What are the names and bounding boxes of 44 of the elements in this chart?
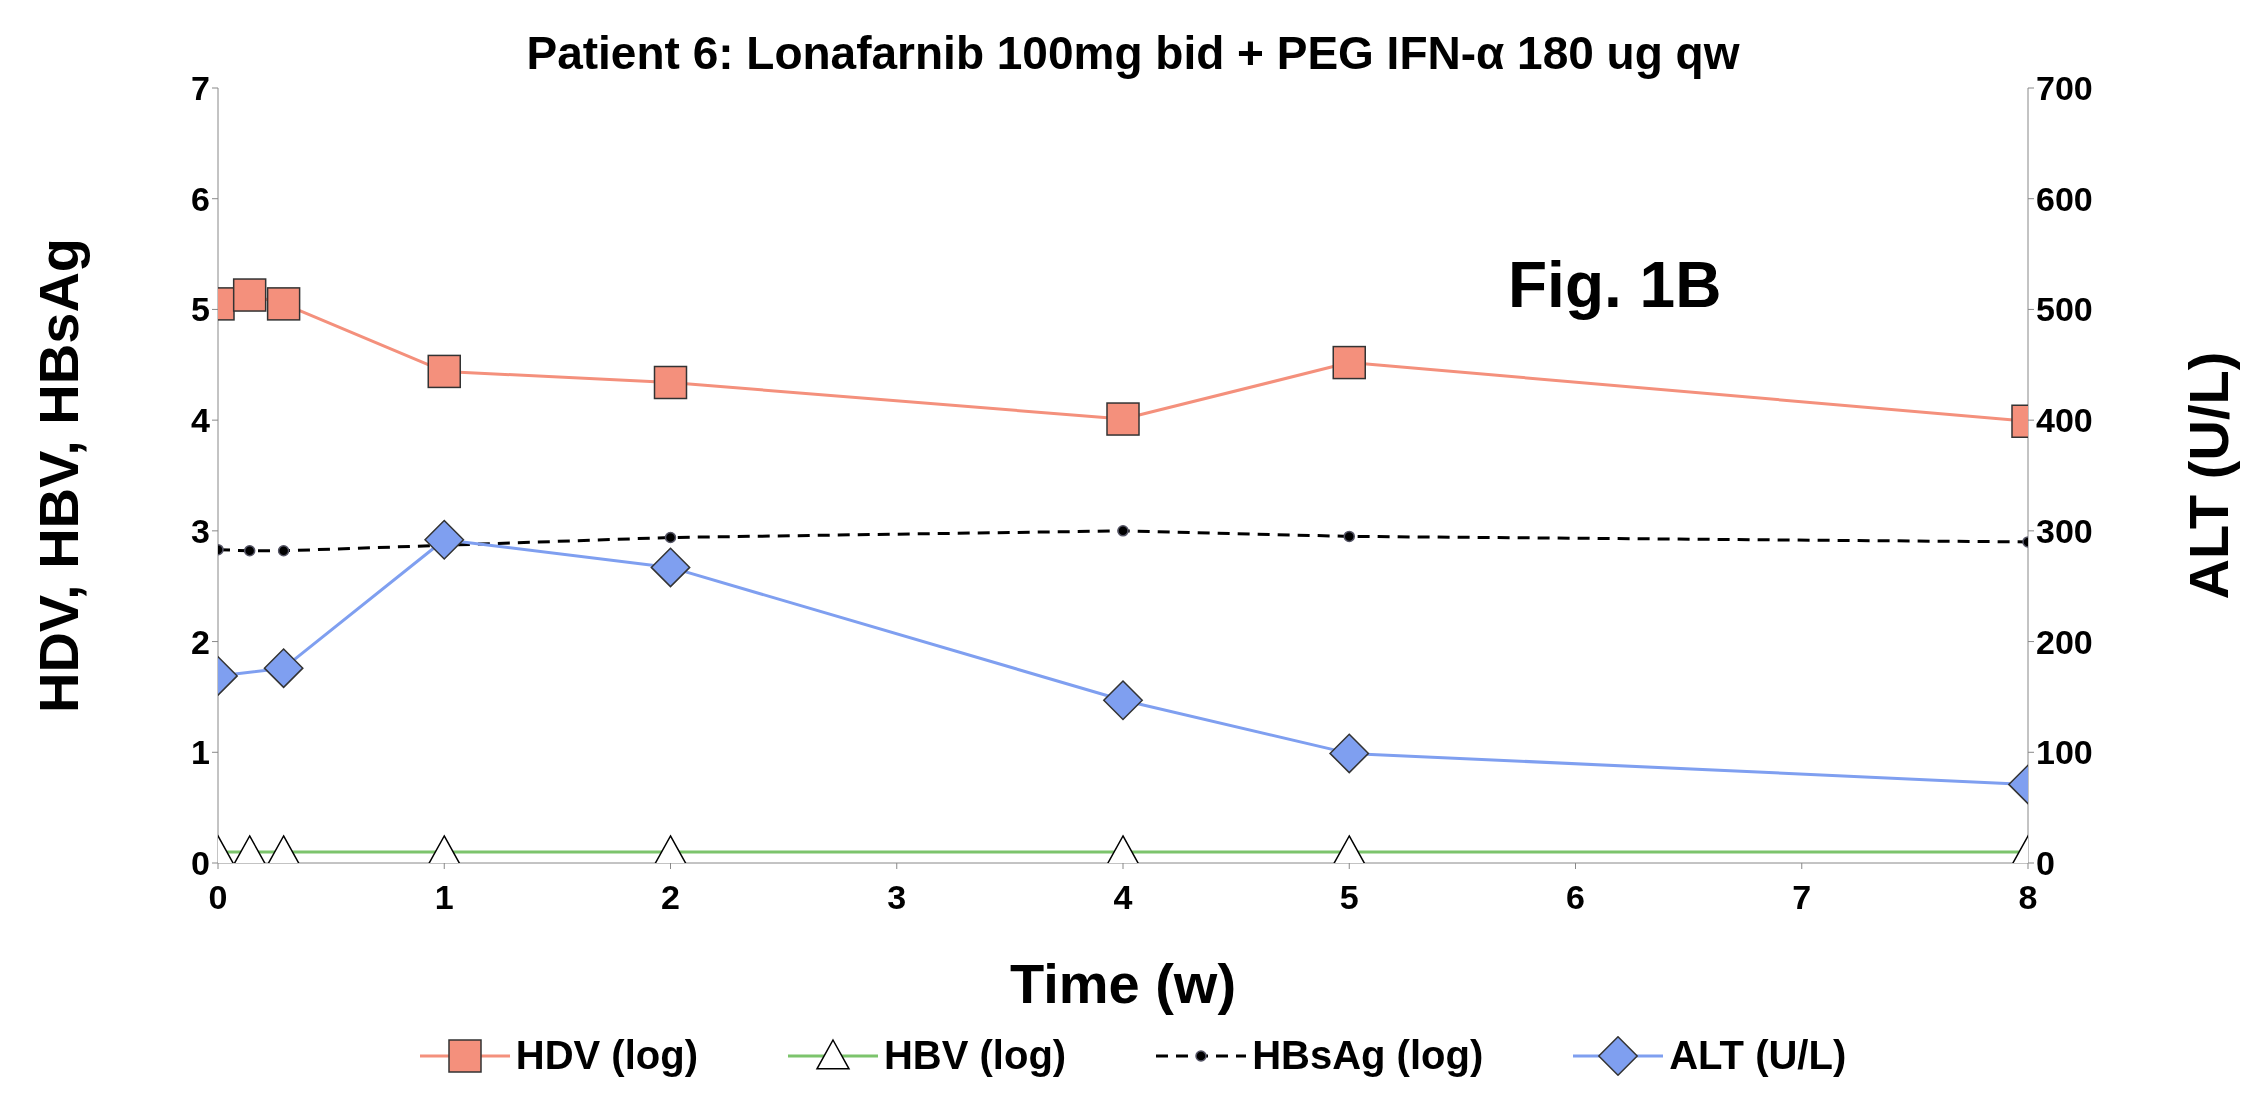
legend-label: HBV (log) <box>883 1033 1067 1078</box>
y-tick-label: 4 <box>191 401 211 440</box>
y-tick-label: 0 <box>191 844 210 883</box>
point <box>232 278 267 312</box>
legend-label: HBsAg (log) <box>1252 1033 1484 1078</box>
y-tick-label: 6 <box>191 179 210 218</box>
point <box>1106 402 1140 436</box>
y-tick-label: 1 <box>191 733 210 772</box>
annotation: Fig. 1B <box>1508 248 1722 322</box>
y-tick-label: 5 <box>191 290 210 329</box>
x-axis-title: Time (w) <box>1009 952 1237 1015</box>
legend-label: HDV (log) <box>515 1033 698 1078</box>
legend-label: ALT (U/L) <box>1669 1033 1847 1078</box>
y2-tick-label: 300 <box>2036 511 2093 550</box>
x-tick-label: 4 <box>1113 878 1133 917</box>
point <box>664 531 677 544</box>
x-tick-label: 7 <box>1792 878 1812 917</box>
x-tick-label: 5 <box>1339 878 1359 917</box>
y-tick-label: 7 <box>191 69 210 108</box>
point <box>1332 345 1366 380</box>
x-tick-label: 6 <box>1566 878 1585 917</box>
point <box>1343 530 1355 543</box>
y-tick-label: 3 <box>191 511 210 550</box>
point <box>243 545 256 557</box>
y2-tick-label: 0 <box>2036 844 2055 883</box>
x-tick-label: 8 <box>2018 878 2038 917</box>
y-tick-label: 2 <box>191 622 210 661</box>
y2-axis-title: ALT (U/L) <box>2176 351 2240 600</box>
y2-tick-label: 600 <box>2036 179 2093 218</box>
point <box>653 365 688 400</box>
y2-tick-label: 700 <box>2036 69 2093 108</box>
point <box>427 354 461 389</box>
x-tick-label: 1 <box>434 878 454 917</box>
y-axis-title: HDV, HBV, HBsAg <box>26 237 90 714</box>
y2-tick-label: 500 <box>2036 290 2093 329</box>
y2-tick-label: 100 <box>2036 733 2093 772</box>
y2-tick-label: 200 <box>2036 622 2093 661</box>
chart-title: Patient 6: Lonafarnib 100mg bid + PEG IFN-α 180 ug qw <box>526 27 1740 79</box>
point <box>266 287 301 321</box>
point <box>277 545 290 557</box>
point <box>1117 525 1129 537</box>
x-tick-label: 3 <box>887 878 907 917</box>
y2-tick-label: 400 <box>2036 401 2093 440</box>
x-tick-label: 2 <box>661 878 680 917</box>
